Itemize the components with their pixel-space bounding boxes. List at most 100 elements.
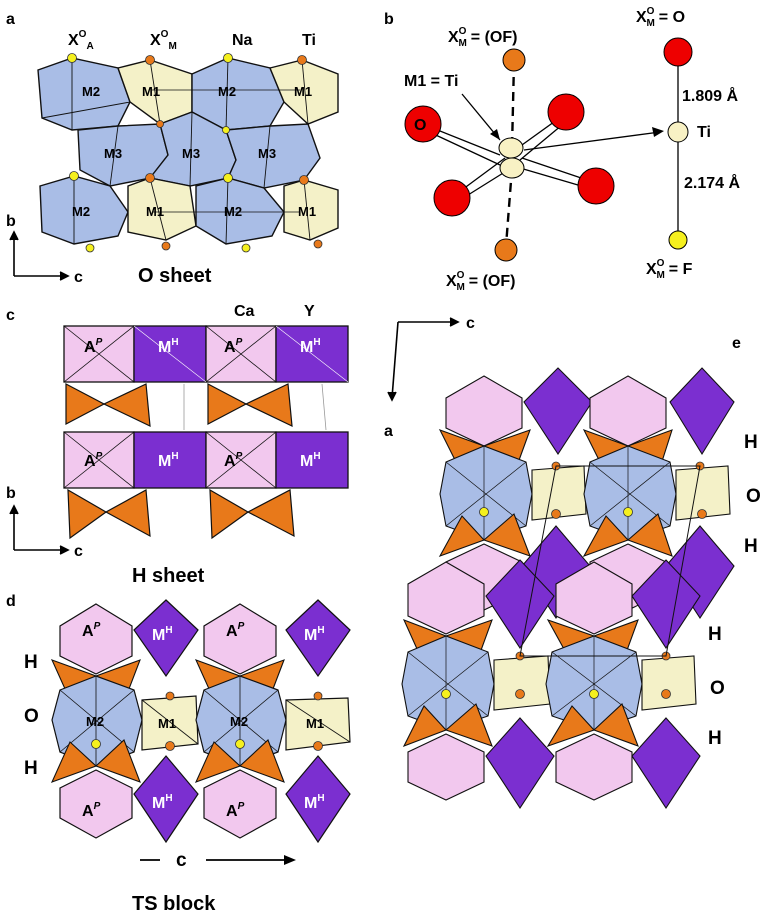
panel-c-axes <box>9 504 70 555</box>
panel-c-axis-c: c <box>74 543 83 560</box>
panel-a-inner-edges <box>41 57 311 245</box>
svg-text:AP: AP <box>226 801 245 820</box>
panel-b-oxygen-atom <box>577 167 615 205</box>
panel-a-na-atom <box>223 53 233 63</box>
panel-d-a-polyhedron <box>59 769 133 839</box>
svg-text:M2: M2 <box>86 714 104 729</box>
panel-c-caption: H sheet <box>132 565 205 587</box>
panel-d-m-polyhedron <box>285 599 351 678</box>
panel-b-expand-arrow <box>523 131 661 151</box>
panel-c-m-polyhedron <box>275 431 349 489</box>
panel-a-poly-label: M2 <box>224 204 242 219</box>
panel-b-distance-bottom: 2.174 Å <box>684 173 740 192</box>
panel-a-site-label-na: Na <box>232 32 253 49</box>
panel-c-orange-tetrahedra-row-2 <box>67 488 295 540</box>
panel-d-axis-head <box>284 855 296 865</box>
panel-e-unit-cell <box>519 465 701 657</box>
panel-b-top-xm-label: XO M = (OF) <box>448 26 517 49</box>
panel-a-poly-label: M1 <box>146 204 164 219</box>
panel-b-letter: b <box>384 11 394 28</box>
panel-e-axes <box>387 317 460 402</box>
panel-a-poly-label: M2 <box>218 84 236 99</box>
panel-e-layer-label-o: O <box>710 678 725 699</box>
panel-b-dashed-bond-bottom <box>504 167 514 247</box>
panel-b-oxygen-atom <box>547 93 585 131</box>
panel-b-expand-arrow-head <box>652 127 664 137</box>
panel-d-a-polyhedron <box>203 603 277 675</box>
panel-b-xm-oxygen-atom <box>663 37 693 67</box>
panel-a-m1-octahedron <box>127 177 197 241</box>
panel-d-layer-label-h: H <box>24 758 38 779</box>
panel-a-m1-octahedron <box>283 179 339 241</box>
panel-a-m2-octahedron <box>39 175 129 245</box>
panel-d-m-polyhedron <box>133 599 199 678</box>
panel-d-m-polyhedron <box>133 755 199 844</box>
panel-c-site-label-y: Y <box>304 303 315 320</box>
panel-b-ti-site-lower <box>499 157 525 179</box>
panel-e-upper-o <box>439 445 731 541</box>
panel-c-letter: c <box>6 307 15 324</box>
svg-text:AP: AP <box>82 801 101 820</box>
panel-d-layer-label-o: O <box>24 706 39 727</box>
panel-d-a-polyhedron <box>203 769 277 839</box>
panel-d-caption: TS block <box>132 893 216 915</box>
panel-c-orange-tetrahedra-row-1 <box>65 383 293 427</box>
panel-c-poly-label-a: AP <box>224 451 243 470</box>
panel-b-right-top-label: XO M = O <box>636 6 685 29</box>
panel-c-h-sheet: c Ca Y <box>6 303 349 587</box>
panel-b-bottom-oxygen-fluorine-atom <box>494 238 518 262</box>
panel-c-axis-b: b <box>6 485 16 502</box>
svg-text:M1: M1 <box>158 716 176 731</box>
panel-d-polyhedra-labels: AP MH AP MH M2 M1 M2 M1 AP MH AP MH <box>82 621 325 820</box>
panel-a-axis-b: b <box>6 213 16 230</box>
panel-e-lower-top-h <box>402 559 701 665</box>
panel-a-m2-octahedron <box>195 177 285 245</box>
panel-c-cell-line <box>321 383 327 431</box>
panel-b-right-bottom-label: XO M = F <box>646 258 693 281</box>
panel-b-m1-site: b XO M = (OF) M1 = Ti O XO M = (OF) <box>384 6 740 293</box>
panel-c-poly-label-m: MH <box>300 337 321 356</box>
panel-a-axis-c: c <box>74 269 83 286</box>
panel-d-axis-c: c <box>176 850 187 871</box>
svg-text:MH: MH <box>152 625 173 644</box>
panel-e-layer-label-h: H <box>708 624 722 645</box>
svg-text:AP: AP <box>82 621 101 640</box>
panel-b-dashed-bond-top <box>510 61 516 149</box>
panel-c-poly-label-m: MH <box>300 451 321 470</box>
panel-e-layer-label-h: H <box>708 728 722 749</box>
panel-e-layer-label-h: H <box>744 536 758 557</box>
panel-d-a-polyhedron <box>59 603 133 675</box>
panel-d-orange-tetrahedra-top <box>50 659 285 703</box>
panel-e-lower-bottom-h <box>402 703 701 810</box>
panel-c-top-edges <box>63 325 349 383</box>
panel-c-poly-label-m: MH <box>158 337 179 356</box>
panel-d-layer-label-h: H <box>24 652 38 673</box>
panel-b-top-oxygen-fluorine-atom <box>502 48 526 72</box>
panel-b-ti-site-upper <box>498 137 524 159</box>
panel-a-caption: O sheet <box>138 265 212 287</box>
panel-e-layer-label-o: O <box>746 486 761 507</box>
panel-c-poly-label-a: AP <box>84 337 103 356</box>
svg-text:M2: M2 <box>230 714 248 729</box>
panel-c-poly-label-a: AP <box>84 451 103 470</box>
panel-a-poly-label: M3 <box>182 146 200 161</box>
panel-a-o-sheet: a XOA XOM Na Ti M2 <box>6 11 339 287</box>
panel-a-poly-label: M1 <box>298 204 316 219</box>
panel-c-m-polyhedron <box>133 431 207 489</box>
svg-text:MH: MH <box>304 793 325 812</box>
panel-c-polyhedra-labels: AP MH AP MH AP MH AP MH <box>84 337 321 470</box>
panel-e-letter: e <box>732 335 741 352</box>
svg-text:MH: MH <box>304 625 325 644</box>
panel-d-orange-tetrahedra-bottom <box>50 739 285 783</box>
panel-e-layer-label-h: H <box>744 432 758 453</box>
panel-a-poly-label: M2 <box>82 84 100 99</box>
panel-b-ti-atom <box>667 121 689 143</box>
panel-a-x-m-atom <box>145 55 155 65</box>
panel-d-m-polyhedron <box>285 755 351 844</box>
panel-a-poly-label: M3 <box>104 146 122 161</box>
panel-a-site-label-xa: XOA <box>68 29 94 52</box>
panel-c-bottom-edges <box>63 431 277 489</box>
panel-a-site-label-ti: Ti <box>302 32 316 49</box>
panel-e-structure: c a e <box>384 315 761 810</box>
